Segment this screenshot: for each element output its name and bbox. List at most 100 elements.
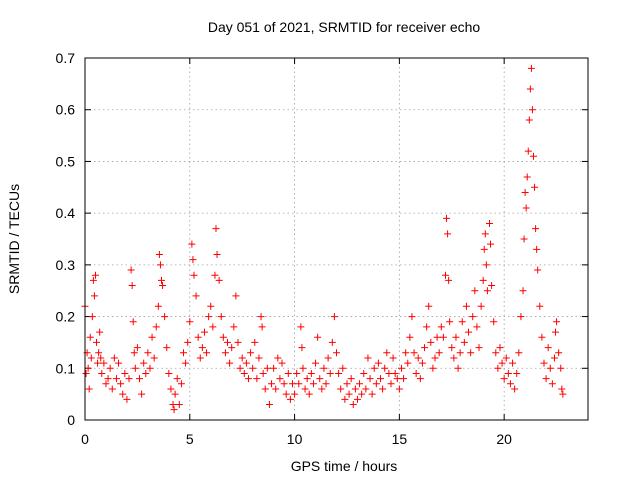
data-point xyxy=(400,375,408,383)
data-point xyxy=(251,338,259,346)
data-point xyxy=(318,385,326,393)
data-point xyxy=(397,364,405,372)
data-point xyxy=(301,385,309,393)
data-point xyxy=(297,323,305,331)
data-point xyxy=(330,313,338,321)
data-point xyxy=(477,302,485,310)
data-point xyxy=(448,344,456,352)
data-point xyxy=(188,240,196,248)
data-point xyxy=(82,369,90,377)
data-point xyxy=(295,380,303,388)
data-point xyxy=(544,344,552,352)
data-point xyxy=(119,390,127,398)
data-point xyxy=(320,364,328,372)
data-point xyxy=(322,380,330,388)
data-point xyxy=(326,369,334,377)
data-point xyxy=(553,318,561,326)
data-point xyxy=(309,380,317,388)
data-point xyxy=(224,338,232,346)
data-point xyxy=(533,245,541,253)
data-point xyxy=(515,349,523,357)
data-point xyxy=(131,364,139,372)
data-point xyxy=(102,380,110,388)
data-point xyxy=(274,354,282,362)
data-point xyxy=(481,230,489,238)
data-point xyxy=(513,369,521,377)
data-point xyxy=(467,349,475,357)
data-point xyxy=(182,359,190,367)
data-point xyxy=(115,359,123,367)
data-point xyxy=(324,354,332,362)
data-point xyxy=(219,333,227,341)
data-point xyxy=(117,380,125,388)
data-point xyxy=(190,271,198,279)
data-point xyxy=(213,251,221,259)
data-point xyxy=(480,245,488,253)
y-axis-label: SRMTID / TECUs xyxy=(6,184,22,294)
data-point xyxy=(215,276,223,284)
x-tick-label: 0 xyxy=(81,431,89,447)
data-point xyxy=(520,235,528,243)
data-point xyxy=(95,349,103,357)
data-point xyxy=(412,369,420,377)
data-point xyxy=(377,375,385,383)
data-point xyxy=(450,354,458,362)
data-point xyxy=(232,292,240,300)
data-point xyxy=(97,354,105,362)
data-point xyxy=(358,390,366,398)
data-point xyxy=(534,266,542,274)
data-point xyxy=(152,323,160,331)
data-point xyxy=(203,349,211,357)
data-point xyxy=(523,173,531,181)
data-point xyxy=(314,333,322,341)
data-point xyxy=(345,390,353,398)
data-point xyxy=(148,333,156,341)
data-point xyxy=(335,369,343,377)
data-point xyxy=(404,359,412,367)
data-point xyxy=(548,380,556,388)
x-tick-label: 20 xyxy=(496,431,512,447)
data-point xyxy=(156,261,164,269)
data-point xyxy=(538,333,546,341)
data-point xyxy=(456,349,464,357)
data-point xyxy=(291,390,299,398)
y-tick-label: 0.4 xyxy=(56,205,76,221)
y-tick-label: 0.5 xyxy=(56,153,76,169)
y-tick-labels: 0 0.1 0.2 0.3 0.4 0.5 0.6 0.7 xyxy=(56,50,76,428)
data-point xyxy=(337,385,345,393)
grid-lines xyxy=(85,58,588,420)
data-point xyxy=(307,369,315,377)
data-point xyxy=(410,349,418,357)
data-point xyxy=(385,369,393,377)
data-point xyxy=(259,369,267,377)
data-point xyxy=(429,364,437,372)
data-markers xyxy=(81,64,567,414)
data-point xyxy=(465,328,473,336)
data-point xyxy=(236,364,244,372)
data-point xyxy=(383,349,391,357)
data-point xyxy=(488,282,496,290)
data-point xyxy=(170,406,178,414)
data-point xyxy=(349,400,357,408)
data-point xyxy=(500,375,508,383)
data-point xyxy=(446,318,454,326)
data-point xyxy=(305,390,313,398)
data-point xyxy=(128,282,136,290)
data-point xyxy=(180,349,188,357)
data-point xyxy=(276,375,284,383)
data-point xyxy=(555,349,563,357)
data-point xyxy=(528,106,536,114)
data-point xyxy=(263,364,271,372)
plot-frame xyxy=(84,57,589,421)
data-point xyxy=(496,344,504,352)
x-tick-labels: 0 5 10 15 20 xyxy=(81,431,512,447)
data-point xyxy=(198,344,206,352)
data-point xyxy=(423,323,431,331)
data-point xyxy=(527,64,535,72)
data-point xyxy=(487,240,495,248)
data-point xyxy=(268,380,276,388)
data-point xyxy=(189,256,197,264)
data-point xyxy=(96,328,104,336)
data-point xyxy=(460,338,468,346)
data-point xyxy=(88,313,96,321)
